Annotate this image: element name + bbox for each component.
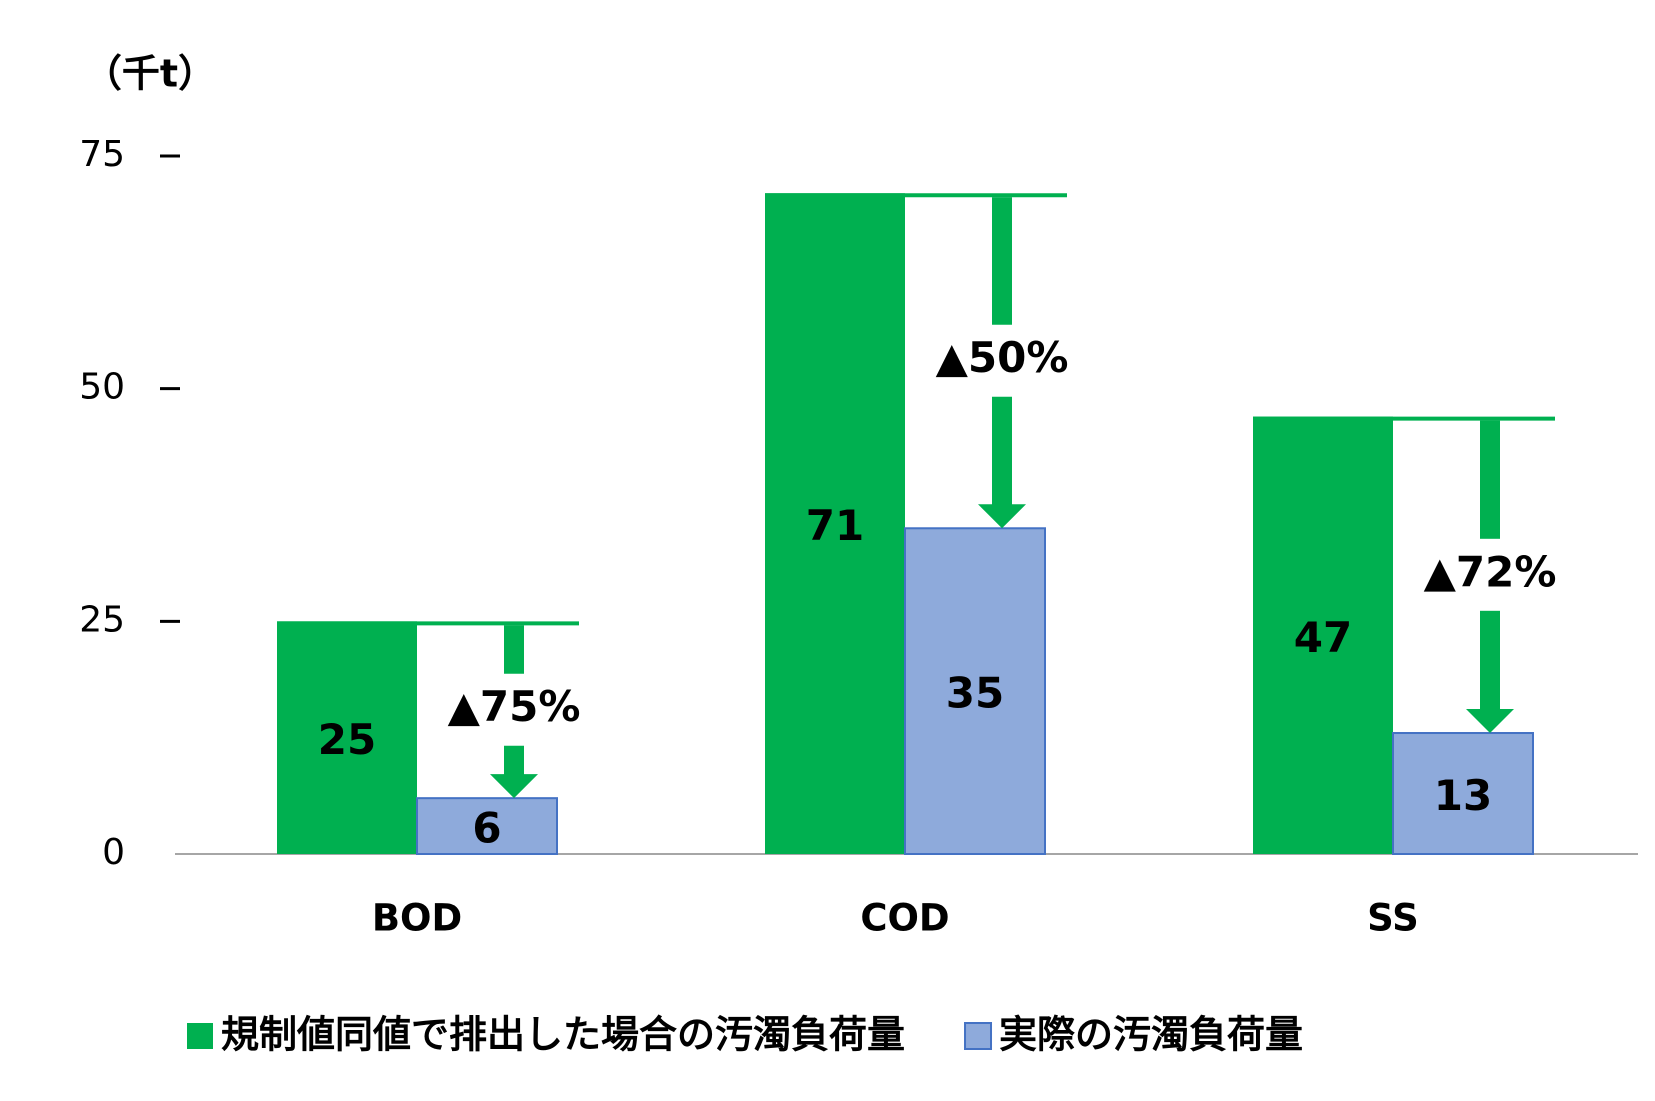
arrow-head bbox=[490, 774, 538, 799]
arrow-shaft bbox=[1480, 420, 1500, 539]
y-tick-label: 0 bbox=[102, 832, 125, 873]
bar bbox=[277, 621, 417, 854]
data-label: 25 bbox=[318, 715, 376, 764]
arrow-shaft bbox=[504, 625, 524, 674]
arrow-head bbox=[1466, 709, 1514, 734]
bar bbox=[904, 527, 1046, 855]
bar bbox=[1392, 732, 1534, 855]
y-tick-label: 50 bbox=[79, 367, 125, 408]
annotation: ▲50% bbox=[936, 333, 1069, 382]
x-tick-label: BOD bbox=[372, 897, 462, 940]
arrow-shaft bbox=[992, 396, 1012, 507]
bar bbox=[416, 797, 558, 855]
arrow-shaft bbox=[1480, 610, 1500, 712]
data-label: 35 bbox=[946, 669, 1004, 718]
y-tick-label: 75 bbox=[79, 134, 125, 175]
bar bbox=[765, 193, 905, 854]
x-tick-label: SS bbox=[1367, 897, 1419, 940]
legend-label: 実際の汚濁負荷量 bbox=[999, 1013, 1303, 1057]
legend-label: 規制値同値で排出した場合の汚濁負荷量 bbox=[221, 1013, 905, 1057]
data-label: 13 bbox=[1434, 771, 1492, 820]
legend-swatch bbox=[187, 1023, 213, 1049]
annotation: ▲72% bbox=[1424, 547, 1557, 596]
data-label: 71 bbox=[806, 501, 864, 550]
bar bbox=[1253, 416, 1393, 854]
y-axis-label: （千t） bbox=[84, 52, 216, 96]
data-label: 6 bbox=[472, 804, 501, 853]
data-label: 47 bbox=[1294, 613, 1352, 662]
legend-swatch bbox=[964, 1022, 993, 1050]
arrow-shaft bbox=[992, 197, 1012, 325]
annotation: ▲75% bbox=[448, 682, 581, 731]
arrow-head bbox=[978, 504, 1026, 529]
x-tick-label: COD bbox=[860, 897, 949, 940]
arrow-shaft bbox=[504, 745, 524, 777]
y-tick-label: 25 bbox=[79, 599, 125, 640]
